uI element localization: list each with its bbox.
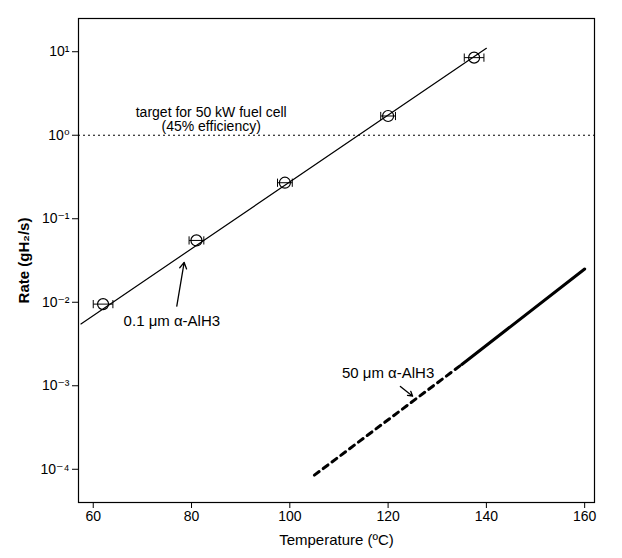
- svg-text:target for 50 kW fuel cell(45%: target for 50 kW fuel cell(45% efficienc…: [136, 104, 287, 134]
- svg-text:10⁻¹: 10⁻¹: [42, 210, 70, 226]
- svg-text:10¹: 10¹: [49, 43, 70, 59]
- svg-text:10⁰: 10⁰: [48, 127, 70, 143]
- svg-text:10⁻²: 10⁻²: [42, 294, 70, 310]
- svg-text:120: 120: [376, 508, 400, 524]
- svg-text:50 μm α-AlH3: 50 μm α-AlH3: [342, 364, 434, 381]
- svg-text:Rate (gH₂/s): Rate (gH₂/s): [15, 218, 32, 304]
- svg-text:Temperature (ºC): Temperature (ºC): [279, 531, 394, 548]
- svg-text:100: 100: [278, 508, 302, 524]
- svg-text:140: 140: [475, 508, 499, 524]
- svg-text:0.1 μm α-AlH3: 0.1 μm α-AlH3: [124, 312, 221, 329]
- svg-text:60: 60: [85, 508, 101, 524]
- svg-text:160: 160: [573, 508, 597, 524]
- svg-text:10⁻³: 10⁻³: [42, 377, 70, 393]
- svg-text:80: 80: [184, 508, 200, 524]
- svg-text:10⁻⁴: 10⁻⁴: [41, 461, 70, 477]
